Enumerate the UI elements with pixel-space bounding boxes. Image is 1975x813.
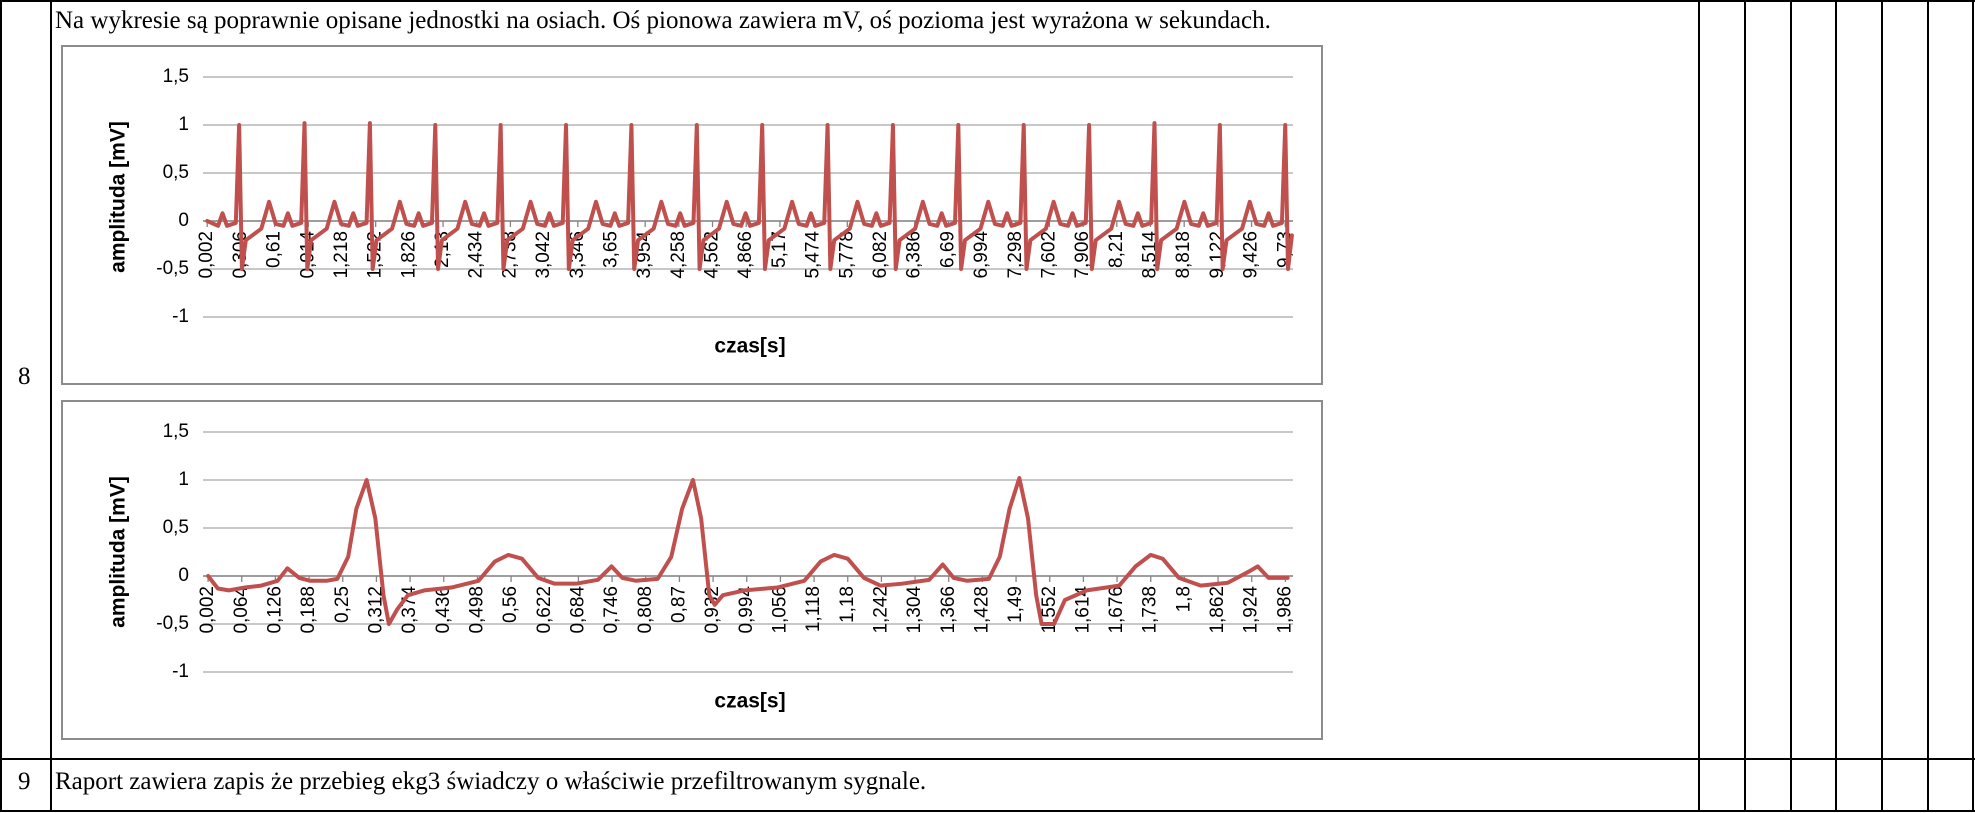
x-tick-label: 0,56 [500,586,521,623]
table-border [1881,0,1883,812]
x-tick-label: 7,298 [1005,231,1026,279]
ecg-line [206,476,1290,626]
x-tick-label: 3,65 [600,231,621,268]
chart: -1-0,500,511,50,002 0,306 0,61 0,914 1,218 1,… [107,66,1296,358]
table-border [1927,0,1929,812]
x-tick-label: 1,738 [1140,586,1161,634]
x-tick-label: 3,042 [533,231,554,279]
table-border [0,0,1975,2]
table-border [1972,0,1974,812]
x-tick-label: 5,778 [836,231,857,279]
y-axis-label: amplituda [mV] [107,121,130,273]
x-tick-label: 0,746 [601,586,622,634]
x-tick-label: 4,866 [735,231,756,279]
x-tick-label: 2,434 [466,231,487,279]
x-axis-label: czas[s] [714,690,785,713]
x-tick-label: 1,18 [837,586,858,623]
x-tick-label: 0,002 [197,586,218,634]
x-tick-label: 1,304 [904,586,925,634]
y-tick-label: -0,5 [156,258,189,279]
x-tick-label: 1,676 [1106,586,1127,634]
table-border [1744,0,1746,812]
y-tick-label: -1 [172,306,189,327]
ecg-line [205,121,1294,271]
x-tick-label: 6,994 [971,231,992,279]
x-tick-label: 0,994 [736,586,757,634]
x-tick-label: 1,924 [1241,586,1262,634]
x-tick-label: 0,932 [702,586,723,634]
x-tick-label: 1,552 [1039,586,1060,634]
x-tick-label: 0,25 [332,586,353,623]
y-tick-label: 0 [178,565,189,586]
x-tick-label: 0,002 [196,231,217,279]
table-border [1835,0,1837,812]
x-tick-label: 0,87 [668,586,689,623]
x-tick-label: 4,562 [702,231,723,279]
table-border [0,758,1975,760]
chart-frame: -1 -0,5 0 0,5 1 1,5 0,002 0,306 0,61 0,914 1,218 1,… [61,45,1323,385]
x-tick-label: 0,126 [264,586,285,634]
table-border [0,0,2,812]
x-tick-label: 9,426 [1241,231,1262,279]
y-tick-label: -0,5 [156,613,189,634]
x-tick-label: 0,61 [264,231,285,268]
table-border [1790,0,1792,812]
x-tick-label: 5,17 [769,231,790,268]
x-tick-label: 4,258 [668,231,689,279]
x-tick-label: 1,614 [1072,586,1093,634]
x-tick-label: 1,862 [1207,586,1228,634]
x-tick-label: 1,428 [971,586,992,634]
table-border [0,810,1975,812]
x-tick-label: 0,436 [433,586,454,634]
x-tick-label: 1,49 [1005,586,1026,623]
table-border [1698,0,1700,812]
x-tick-label: 1,986 [1274,586,1295,634]
x-tick-label: 8,818 [1173,231,1194,279]
x-tick-label: 0,808 [635,586,656,634]
x-axis-label: czas[s] [714,335,785,358]
y-tick-label: 0,5 [163,162,189,183]
x-tick-label: 5,474 [803,231,824,279]
y-tick-label: 0 [178,210,189,231]
y-tick-label: -1 [172,661,189,682]
x-tick-label: 0,312 [365,586,386,634]
x-tick-label: 7,602 [1038,231,1059,279]
y-axis-label: amplituda [mV] [107,476,130,628]
x-tick-label: 0,064 [231,586,252,634]
y-tick-label: 1 [178,469,189,490]
x-tick-label: 0,498 [466,586,487,634]
x-tick-label: 7,906 [1072,231,1093,279]
x-tick-label: 8,21 [1106,231,1127,268]
x-tick-label: 6,386 [904,231,925,279]
y-tick-label: 0,5 [163,517,189,538]
x-tick-label: 1,056 [769,586,790,634]
x-tick-label: 1,826 [398,231,419,279]
x-tick-label: 1,366 [938,586,959,634]
y-tick-label: 1 [178,114,189,135]
x-tick-label: 0,188 [298,586,319,634]
x-tick-label: 1,8 [1173,586,1194,612]
y-tick-label: 1,5 [163,66,189,87]
chart: -1 -0,5 0 0,5 1 1,5 0,002 0,064 0,126 0,188 0,25 0,… [107,421,1296,713]
x-tick-label: 6,69 [937,231,958,268]
x-tick-label: 1,242 [870,586,891,634]
row-number: 9 [18,768,31,795]
x-tick-label: 1,218 [331,231,352,279]
x-tick-label: 1,118 [803,586,824,632]
row-text: Na wykresie są poprawnie opisane jednost… [55,7,1271,34]
row-number: 8 [18,363,31,390]
x-tick-label: 0,622 [534,586,555,634]
table-border [50,0,52,812]
chart-frame: -1 -0,5 0 0,5 1 1,5 0,002 0,064 0,126 0,188 0,25 0,… [61,400,1323,740]
x-tick-label: 0,684 [567,586,588,634]
row-text: Raport zawiera zapis że przebieg ekg3 św… [55,768,927,795]
x-tick-label: 6,082 [870,231,891,279]
y-tick-label: 1,5 [163,421,189,442]
